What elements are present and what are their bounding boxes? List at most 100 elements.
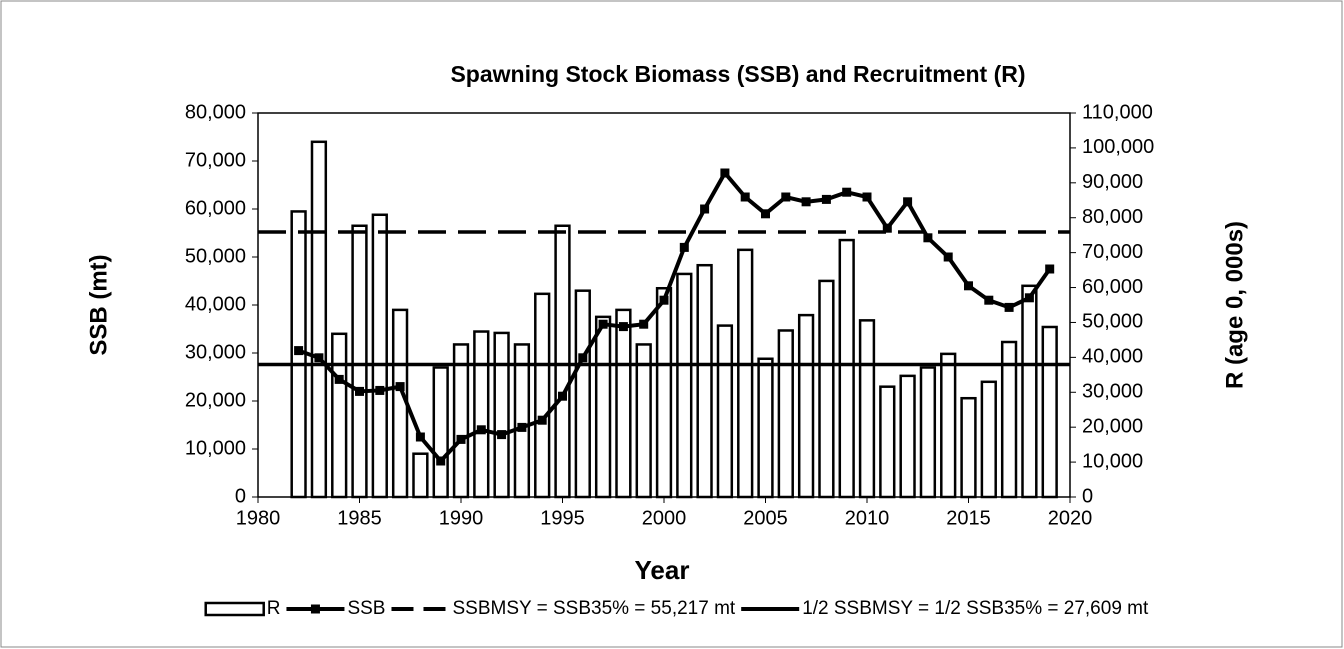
legend-label: SSBMSY = SSB35% = 55,217 mt — [452, 598, 735, 619]
line-marker — [943, 252, 953, 262]
x-tick-label: 2015 — [946, 507, 991, 529]
line-marker — [740, 192, 750, 202]
y2-tick-label: 50,000 — [1082, 311, 1143, 333]
line-marker — [598, 319, 608, 329]
line-marker — [882, 223, 892, 233]
x-tick-label: 1985 — [337, 507, 382, 529]
legend: R SSB SSBMSY = SSB35% = 55,217 mt 1/2 SSBMS… — [204, 598, 1149, 619]
x-tick-label: 2020 — [1048, 507, 1093, 529]
bar — [818, 279, 835, 499]
line-marker — [862, 192, 872, 202]
bar — [371, 213, 388, 499]
y-tick-label: 50,000 — [185, 245, 246, 267]
bar — [980, 380, 997, 499]
x-tick-label: 2010 — [845, 507, 890, 529]
y-tick-label: 40,000 — [185, 293, 246, 315]
bar — [879, 385, 896, 499]
line-marker — [801, 197, 811, 207]
y-tick-label: 60,000 — [185, 197, 246, 219]
line-marker — [903, 197, 913, 207]
line-marker — [355, 386, 364, 396]
line-marker — [984, 295, 994, 305]
x-tick-label: 2005 — [743, 507, 788, 529]
bar — [513, 343, 531, 499]
line-marker — [476, 425, 486, 435]
line-marker — [1045, 264, 1055, 274]
y2-tick-label: 110,000 — [1082, 101, 1153, 123]
line-marker — [659, 295, 669, 305]
bar — [574, 289, 591, 499]
bar — [635, 343, 652, 499]
line-marker — [456, 434, 466, 444]
line-series — [297, 169, 1052, 465]
y-axis-label: SSB (mt) — [85, 254, 112, 355]
y2-tick-label: 90,000 — [1082, 171, 1143, 193]
bar — [473, 330, 490, 499]
bar — [412, 452, 429, 499]
bar — [797, 313, 815, 499]
line-marker — [1024, 293, 1034, 303]
line-marker — [578, 353, 588, 363]
bar — [534, 292, 551, 499]
bar — [452, 343, 470, 499]
line-marker — [923, 233, 933, 243]
y-tick-label: 0 — [235, 485, 246, 507]
x-tick-label: 1980 — [236, 507, 281, 529]
bar — [838, 238, 855, 499]
bar — [757, 357, 774, 499]
bar — [777, 329, 794, 499]
y-tick-label: 70,000 — [185, 149, 246, 171]
bar — [594, 315, 612, 499]
legend-label: 1/2 SSBMSY = 1/2 SSB35% = 27,609 mt — [802, 598, 1149, 619]
y2-axis-label: R (age 0, 000s) — [1221, 221, 1248, 389]
y2-tick-label: 30,000 — [1082, 381, 1143, 403]
line-marker — [558, 391, 567, 401]
x-axis-label: Year — [635, 555, 690, 585]
line-marker — [679, 242, 689, 252]
y2-tick-label: 20,000 — [1082, 415, 1143, 437]
bar — [1021, 284, 1038, 499]
y-tick-label: 80,000 — [185, 101, 246, 123]
line-marker — [537, 415, 547, 425]
bar — [899, 374, 916, 499]
bar — [432, 366, 449, 499]
line-marker — [294, 346, 304, 356]
line-marker — [497, 430, 507, 440]
bar — [919, 366, 937, 499]
line-marker — [781, 192, 791, 202]
line-marker — [618, 322, 628, 332]
line-marker — [761, 209, 770, 219]
line-marker — [436, 456, 446, 466]
chart-title: Spawning Stock Biomass (SSB) and Recruit… — [450, 61, 1025, 87]
y2-tick-label: 40,000 — [1082, 346, 1143, 368]
x-tick-label: 2000 — [642, 507, 687, 529]
line-marker — [700, 204, 710, 214]
bar — [676, 272, 693, 499]
line-marker — [334, 374, 344, 384]
bar — [310, 140, 328, 499]
line-marker — [964, 281, 973, 291]
bar — [331, 332, 348, 499]
bar — [696, 263, 713, 499]
x-tick-label: 1990 — [439, 507, 484, 529]
legend-marker — [310, 604, 320, 614]
bar — [554, 224, 571, 499]
bar — [1041, 325, 1058, 499]
legend-swatch — [204, 601, 265, 617]
line-marker — [639, 319, 649, 329]
line-marker — [517, 422, 527, 432]
line-marker — [395, 382, 405, 392]
y2-tick-label: 10,000 — [1082, 450, 1143, 472]
bar — [615, 308, 632, 499]
x-tick-label: 1995 — [540, 507, 585, 529]
bar — [716, 324, 734, 499]
line-marker — [415, 432, 425, 442]
bar — [960, 396, 977, 499]
bar — [493, 331, 510, 499]
bar — [351, 224, 368, 499]
y2-tick-label: 70,000 — [1082, 241, 1143, 263]
y-tick-label: 30,000 — [185, 341, 246, 363]
y2-tick-label: 80,000 — [1082, 206, 1143, 228]
